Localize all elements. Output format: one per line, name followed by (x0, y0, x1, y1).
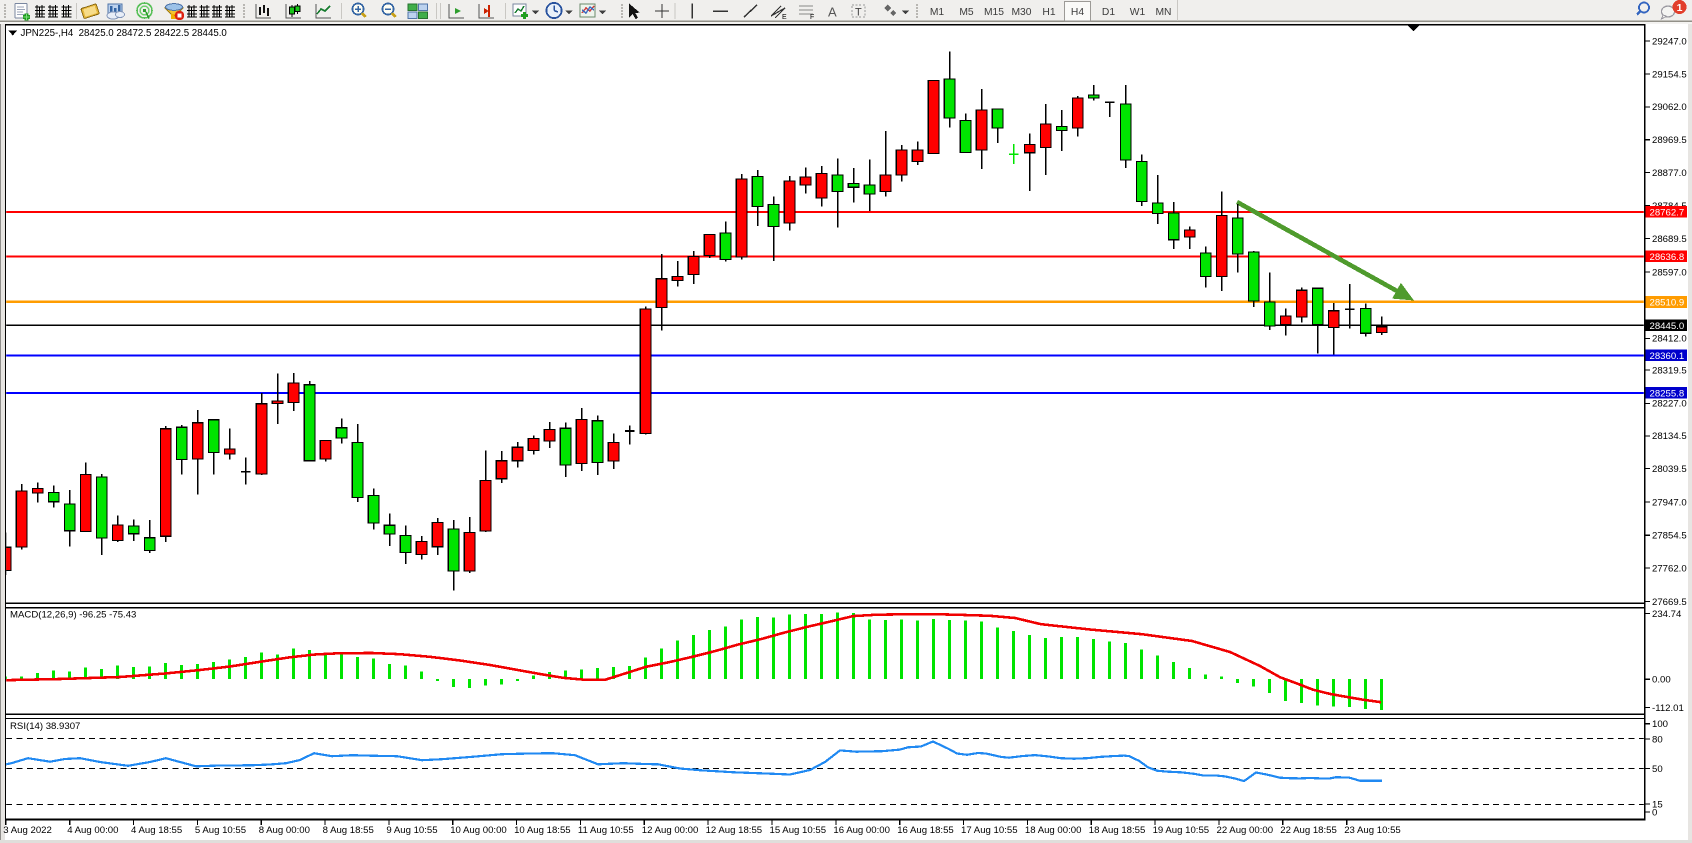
svg-text:A: A (828, 5, 837, 20)
svg-text:28445.0: 28445.0 (1650, 321, 1685, 332)
svg-text:4 Aug 00:00: 4 Aug 00:00 (67, 825, 118, 836)
svg-text:W1: W1 (1130, 7, 1146, 18)
svg-text:E: E (782, 14, 787, 21)
svg-text:28039.5: 28039.5 (1652, 464, 1687, 475)
svg-text:28597.0: 28597.0 (1652, 267, 1687, 278)
svg-text:M30: M30 (1011, 7, 1031, 18)
svg-text:T: T (855, 7, 862, 19)
svg-text:0.00: 0.00 (1652, 675, 1671, 686)
svg-text:11 Aug 10:55: 11 Aug 10:55 (578, 825, 634, 836)
svg-text:100: 100 (1652, 719, 1668, 730)
svg-text:15: 15 (1652, 799, 1663, 810)
svg-text:MN: MN (1155, 7, 1171, 18)
svg-text:-112.01: -112.01 (1652, 703, 1684, 714)
svg-text:D1: D1 (1102, 7, 1115, 18)
svg-text:10 Aug 00:00: 10 Aug 00:00 (450, 825, 507, 836)
svg-text:29247.0: 29247.0 (1652, 36, 1687, 47)
svg-text:1: 1 (1677, 2, 1683, 14)
svg-text:10 Aug 18:55: 10 Aug 18:55 (514, 825, 571, 836)
svg-text:29062.0: 29062.0 (1652, 102, 1687, 113)
svg-text:19 Aug 10:55: 19 Aug 10:55 (1153, 825, 1210, 836)
svg-text:28255.8: 28255.8 (1650, 388, 1685, 399)
svg-text:3 Aug 2022: 3 Aug 2022 (3, 825, 52, 836)
svg-text:12 Aug 18:55: 12 Aug 18:55 (706, 825, 763, 836)
svg-text:28134.5: 28134.5 (1652, 431, 1687, 442)
svg-text:16 Aug 00:00: 16 Aug 00:00 (833, 825, 890, 836)
svg-text:28319.5: 28319.5 (1652, 365, 1687, 376)
svg-text:16 Aug 18:55: 16 Aug 18:55 (897, 825, 954, 836)
svg-text:28877.0: 28877.0 (1652, 168, 1687, 179)
svg-text:23 Aug 10:55: 23 Aug 10:55 (1344, 825, 1401, 836)
svg-text:18 Aug 18:55: 18 Aug 18:55 (1089, 825, 1146, 836)
svg-text:29154.5: 29154.5 (1652, 69, 1687, 80)
svg-text:50: 50 (1652, 764, 1663, 775)
svg-text:28762.7: 28762.7 (1650, 207, 1685, 218)
svg-text:27762.0: 27762.0 (1652, 564, 1687, 575)
svg-text:22 Aug 00:00: 22 Aug 00:00 (1217, 825, 1274, 836)
svg-text:F: F (810, 14, 814, 21)
svg-text:28412.0: 28412.0 (1652, 334, 1687, 345)
svg-text:5 Aug 10:55: 5 Aug 10:55 (195, 825, 246, 836)
svg-text:JPN225-,H4 28425.0 28472.5 28: JPN225-,H4 28425.0 28472.5 28422.5 28445… (21, 28, 228, 39)
svg-text:12 Aug 00:00: 12 Aug 00:00 (642, 825, 699, 836)
svg-text:4 Aug 18:55: 4 Aug 18:55 (131, 825, 182, 836)
svg-text:MACD(12,26,9) -96.25 -75.43: MACD(12,26,9) -96.25 -75.43 (10, 610, 136, 621)
svg-text:28689.5: 28689.5 (1652, 234, 1687, 245)
svg-text:H1: H1 (1042, 7, 1055, 18)
svg-text:17 Aug 10:55: 17 Aug 10:55 (961, 825, 1018, 836)
svg-text:28969.5: 28969.5 (1652, 135, 1687, 146)
svg-text:28227.0: 28227.0 (1652, 399, 1687, 410)
svg-text:M15: M15 (984, 7, 1004, 18)
svg-text:8 Aug 18:55: 8 Aug 18:55 (323, 825, 374, 836)
svg-text:28510.9: 28510.9 (1650, 298, 1685, 309)
svg-text:18 Aug 00:00: 18 Aug 00:00 (1025, 825, 1082, 836)
svg-text:27854.5: 27854.5 (1652, 531, 1687, 542)
svg-text:0: 0 (1652, 807, 1657, 818)
svg-text:28360.1: 28360.1 (1650, 351, 1685, 362)
svg-text:M5: M5 (959, 7, 974, 18)
svg-text:27669.5: 27669.5 (1652, 597, 1687, 608)
svg-text:RSI(14) 38.9307: RSI(14) 38.9307 (10, 721, 80, 732)
svg-text:234.74: 234.74 (1652, 609, 1682, 620)
svg-text:28636.8: 28636.8 (1650, 252, 1685, 263)
svg-text:27947.0: 27947.0 (1652, 497, 1687, 508)
svg-text:8 Aug 00:00: 8 Aug 00:00 (259, 825, 310, 836)
svg-text:80: 80 (1652, 734, 1663, 745)
svg-text:H4: H4 (1071, 7, 1084, 18)
svg-text:22 Aug 18:55: 22 Aug 18:55 (1280, 825, 1337, 836)
svg-text:M1: M1 (930, 7, 945, 18)
svg-text:9 Aug 10:55: 9 Aug 10:55 (386, 825, 437, 836)
svg-text:15 Aug 10:55: 15 Aug 10:55 (770, 825, 827, 836)
